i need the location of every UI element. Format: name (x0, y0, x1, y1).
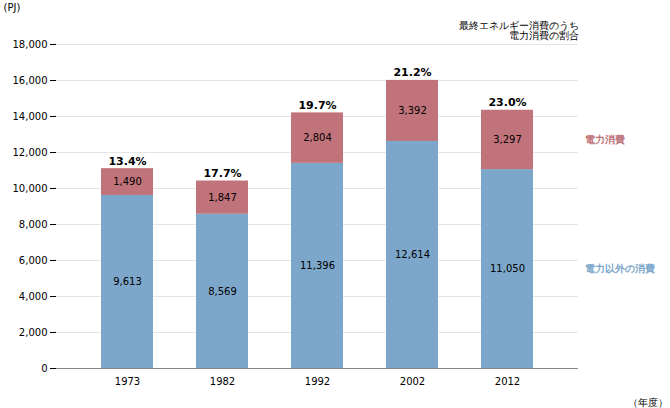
svg-text:3,392: 3,392 (398, 105, 427, 116)
svg-text:(PJ): (PJ) (4, 2, 21, 13)
svg-text:18,000: 18,000 (13, 39, 48, 50)
svg-text:2012: 2012 (495, 376, 520, 387)
svg-text:16,000: 16,000 (13, 75, 48, 86)
svg-text:1982: 1982 (210, 376, 235, 387)
svg-text:13.4%: 13.4% (108, 155, 146, 168)
svg-text:1992: 1992 (305, 376, 330, 387)
svg-text:0: 0 (41, 363, 47, 374)
svg-text:1973: 1973 (115, 376, 140, 387)
svg-text:4,000: 4,000 (19, 291, 48, 302)
svg-text:23.0%: 23.0% (488, 96, 526, 109)
svg-text:2002: 2002 (400, 376, 425, 387)
svg-text:17.7%: 17.7% (203, 167, 241, 180)
svg-text:1,490: 1,490 (113, 176, 142, 187)
svg-text:1,847: 1,847 (208, 192, 237, 203)
svg-text:19.7%: 19.7% (298, 99, 336, 112)
svg-text:2,804: 2,804 (303, 132, 332, 143)
svg-text:3,297: 3,297 (493, 134, 522, 145)
svg-text:14,000: 14,000 (13, 111, 48, 122)
svg-text:12,614: 12,614 (395, 249, 430, 260)
svg-text:10,000: 10,000 (13, 183, 48, 194)
svg-text:11,050: 11,050 (490, 263, 525, 274)
svg-text:最終エネルギー消費のうち電力消費の割合: 最終エネルギー消費のうち電力消費の割合 (459, 20, 579, 41)
svg-text:9,613: 9,613 (113, 276, 142, 287)
svg-text:電力以外の消費: 電力以外の消費 (585, 263, 655, 274)
svg-text:12,000: 12,000 (13, 147, 48, 158)
svg-text:2,000: 2,000 (19, 327, 48, 338)
svg-text:8,569: 8,569 (208, 286, 237, 297)
svg-text:電力消費: 電力消費 (585, 134, 625, 145)
svg-text:（年度）: （年度） (628, 397, 668, 408)
svg-text:8,000: 8,000 (19, 219, 48, 230)
svg-text:11,396: 11,396 (300, 260, 335, 271)
svg-text:6,000: 6,000 (19, 255, 48, 266)
svg-text:21.2%: 21.2% (393, 66, 431, 79)
